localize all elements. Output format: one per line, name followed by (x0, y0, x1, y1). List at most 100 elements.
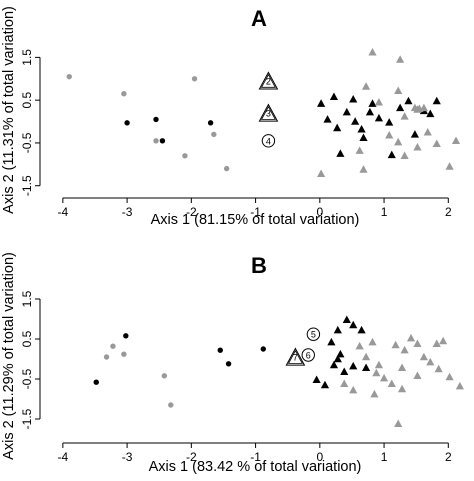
panel-b-black-circle-point (260, 346, 266, 352)
panel-b-grey-triangle-point (340, 379, 349, 388)
panel-a-annotation-triangle (258, 71, 279, 90)
panel-a-x-tick-label: -3 (122, 205, 133, 219)
panel-b-grey-circle-point (161, 373, 168, 379)
panel-a-black-triangle-point (387, 150, 396, 159)
panel-a-annotation-circle (261, 134, 276, 148)
panel-b-grey-triangle-point (397, 363, 407, 372)
panel-a-grey-triangle-point (400, 151, 409, 160)
panel-b-black-circle-point (93, 379, 99, 385)
panel-b-grey-triangle-point (455, 381, 464, 390)
panel-b-grey-triangle-point (379, 373, 389, 382)
panel-a-black-circle-point (207, 120, 214, 126)
panel-b-annotation-circle (301, 348, 315, 362)
panel-a-x-tick-label: -2 (186, 205, 197, 219)
panel-b-y-tick-label: -0.5 (20, 368, 34, 389)
panel-b-grey-triangle-point (391, 340, 400, 349)
panel-a-grey-triangle-point (400, 112, 409, 120)
panel-a-plot-area: -4 -3 -2 -1 0 1 2 1.5 0.5 -0.5 -1.5 2 3 4 (20, 47, 461, 219)
panel-a-black-circle-point (124, 120, 130, 126)
panel-a-y-tick-label: -0.5 (20, 132, 34, 153)
panel-b-black-triangle-point (357, 325, 366, 334)
panel-b-annotation-circle (306, 327, 321, 341)
panel-b-black-circle-point (123, 333, 129, 339)
panel-a-annotation-label: 4 (266, 136, 271, 146)
panel-a-grey-circle-point (153, 138, 159, 144)
panel-b-grey-triangle-point (406, 333, 416, 342)
panel-a-grey-triangle-point (423, 127, 432, 136)
panel-a-black-triangle-point (368, 99, 377, 107)
panel-a-y-tick-label: 1.5 (20, 49, 34, 66)
panel-a-x-tick-label: 0 (316, 205, 323, 219)
panel-b-grey-triangle-point (439, 336, 448, 345)
panel-a-annotation-triangle-inner (260, 73, 276, 88)
panel-a-black-triangle-point (410, 130, 419, 138)
panel-a-grey-triangle-point (415, 104, 424, 112)
panel-a-black-triangle-point (365, 107, 375, 116)
panel-b-annotation-triangle (285, 347, 306, 366)
panel-a-black-triangle-point (385, 118, 394, 126)
panel-b-black-triangle-point (361, 363, 371, 372)
panel-b-y-axis-label: Axis 2 (11.29% of total variation) (1, 252, 17, 460)
panel-a-black-circle-point (159, 138, 166, 144)
panel-b-annotation-label: 6 (306, 351, 311, 361)
panel-b-grey-triangle-point (368, 337, 377, 346)
panel-b-grey-triangle-point (397, 384, 407, 393)
panel-a-grey-triangle-point (394, 137, 403, 146)
panel-b-black-triangle-point (333, 354, 342, 363)
panel-b-grey-triangle-point (400, 345, 409, 354)
panel-b-x-axis-label: Axis 1 (83.42 % of total variation) (149, 459, 362, 475)
panel-a-black-triangle-point (404, 96, 413, 105)
panel-b-black-triangle-point (349, 320, 358, 329)
panel-b-grey-triangle-point (370, 389, 379, 398)
panel-a-black-triangle-point (396, 103, 405, 112)
panel-a-black-triangle-point (317, 99, 326, 107)
panel-b: B Axis 1 (83.42 % of total variation) Ax… (1, 252, 464, 475)
panel-a-black-triangle-point (351, 117, 360, 125)
panel-a-black-triangle-point (357, 124, 366, 133)
panel-b-grey-triangle-point (374, 360, 384, 369)
panel-b-x-tick-label: -4 (58, 450, 69, 464)
panel-a-grey-triangle-point (317, 169, 326, 177)
panel-b-plot-area: -4 -3 -2 -1 0 1 2 1.5 0.5 -0.5 -1.5 5 7 6 (20, 290, 464, 464)
panel-a-black-triangle-point (336, 149, 345, 157)
panel-b-black-triangle-point (329, 360, 339, 369)
panel-b-grey-triangle-point (434, 364, 443, 373)
panel-b-black-triangle-point (349, 361, 358, 370)
panel-a-y-tick-label: 0.5 (20, 92, 34, 109)
panel-b-black-triangle-point (312, 375, 321, 384)
panel-a-grey-triangle-point (361, 82, 371, 90)
panel-a-black-circle-point (153, 116, 159, 123)
panel-a-x-axis-label: Axis 1 (81.15% of total variation) (151, 212, 360, 228)
panel-b-grey-circle-point (110, 343, 116, 349)
panel-a-black-triangle-point (359, 133, 368, 142)
panel-a-x-tick-label: -4 (58, 205, 69, 219)
panel-b-black-triangle-point (342, 315, 351, 324)
panel-b-black-circle-point (217, 347, 223, 353)
panel-b-x-tick-label: 0 (316, 450, 323, 464)
panel-a-grey-triangle-point (396, 55, 405, 63)
panel-a-annotation-label: 2 (266, 76, 271, 86)
panel-b-x-tick-label: 1 (381, 450, 388, 464)
panel-a-grey-triangle-point (451, 136, 461, 145)
panel-b-x-tick-label: -2 (186, 450, 197, 464)
panel-b-x-tick-label: 2 (445, 450, 452, 464)
panel-a-y-tick-label: -1.5 (20, 175, 34, 196)
panel-a-grey-triangle-point (413, 142, 422, 151)
panel-b-grey-triangle-point (349, 385, 358, 394)
panel-b-grey-triangle-point (372, 368, 381, 377)
panel-b-black-triangle-point (340, 367, 349, 376)
panel-a-black-triangle-point (342, 107, 351, 116)
panel-b-black-triangle-point (333, 325, 342, 334)
panel-b-grey-triangle-point (419, 352, 428, 361)
panel-b-black-triangle-point (320, 380, 330, 389)
panel-b-letter: B (251, 253, 267, 278)
panel-b-black-circle-point (225, 361, 232, 367)
panel-b-grey-circle-point (168, 402, 174, 408)
panel-a-grey-circle-point (66, 73, 72, 80)
panel-b-y-tick-label: 1.5 (20, 290, 34, 307)
panel-b-grey-circle-point (103, 354, 110, 360)
panel-a-grey-circle-point (211, 131, 217, 138)
panel-a-annotation-triangle (258, 103, 279, 122)
